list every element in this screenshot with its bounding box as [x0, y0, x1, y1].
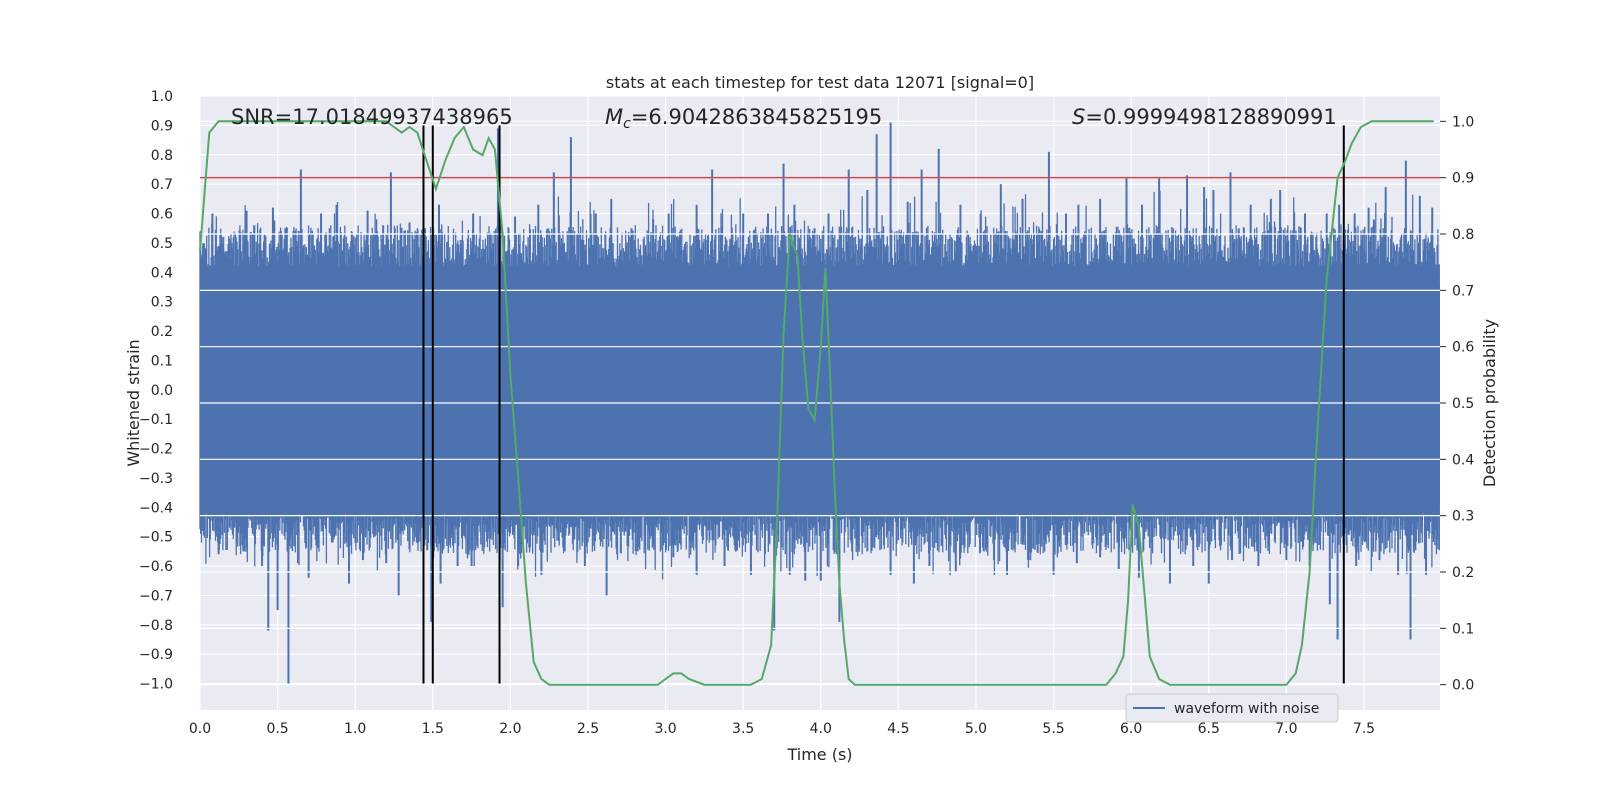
- x-tick-label: 7.0: [1275, 721, 1297, 737]
- x-tick-label: 5.5: [1042, 721, 1064, 737]
- x-tick-label: 3.0: [654, 721, 676, 737]
- y-right-tick-label: 0.2: [1452, 565, 1474, 581]
- y-tick-label: −0.6: [139, 559, 173, 575]
- x-tick-label: 6.5: [1198, 721, 1220, 737]
- chirp-mass-annotation: Mc=6.9042863845825195: [605, 105, 882, 132]
- y-tick-label: 1.0: [151, 89, 173, 105]
- waveform-noise: [199, 190, 1440, 580]
- y-tick-label: 0.3: [151, 295, 173, 311]
- y-right-tick-label: 1.0: [1452, 114, 1474, 130]
- y-right-tick-label: 0.4: [1452, 452, 1474, 468]
- legend-label: waveform with noise: [1174, 701, 1319, 717]
- significance-symbol: S: [1072, 105, 1085, 129]
- legend: waveform with noise: [1125, 693, 1339, 723]
- y-tick-label: 0.6: [151, 207, 173, 223]
- y-right-tick-label: 0.0: [1452, 678, 1474, 694]
- y-tick-label: −0.5: [139, 530, 173, 546]
- y-tick-label: −0.4: [139, 500, 173, 516]
- y-right-tick-label: 0.6: [1452, 340, 1474, 356]
- y-tick-label: −0.8: [139, 618, 173, 634]
- y-tick-label: 0.1: [151, 353, 173, 369]
- y-tick-label: −0.2: [139, 442, 173, 458]
- right-axis-grid: [200, 120, 1440, 686]
- x-tick-label: 6.0: [1120, 721, 1142, 737]
- y-right-tick-label: 0.3: [1452, 509, 1474, 525]
- x-tick-label: 1.0: [344, 721, 366, 737]
- marker-lines: [422, 125, 1345, 684]
- y-right-tick-label: 0.8: [1452, 227, 1474, 243]
- detection-series: [199, 120, 1434, 686]
- x-tick-label: 4.0: [810, 721, 832, 737]
- chart-title: stats at each timestep for test data 120…: [606, 73, 1034, 92]
- significance-annotation: S=0.9999498128890991: [1072, 105, 1337, 129]
- chirp-mass-value: =6.9042863845825195: [631, 105, 882, 129]
- y-tick-label: −0.1: [139, 412, 173, 428]
- snr-annotation: SNR=17.01849937438965: [231, 105, 513, 129]
- y-right-tick-label: 0.1: [1452, 621, 1474, 637]
- y-axis-label: Whitened strain: [124, 339, 143, 466]
- y-tick-label: 0.0: [151, 383, 173, 399]
- legend-box: [1125, 693, 1339, 723]
- axes: 0.0 0.5 1.0 1.5 2.0 2.5 3.0 3.5 4.0 4.5 5.0 5.5 6.0 6…: [139, 89, 1474, 737]
- waveform-series: [199, 122, 1440, 684]
- y-right-axis-label: Detection probability: [1480, 319, 1499, 487]
- x-axis-label: Time (s): [786, 745, 852, 764]
- y-tick-label: 0.2: [151, 324, 173, 340]
- y-tick-label: −0.9: [139, 647, 173, 663]
- y-tick-label: 0.8: [151, 148, 173, 164]
- y-right-tick-label: 0.7: [1452, 283, 1474, 299]
- y-tick-label: −1.0: [139, 677, 173, 693]
- x-tick-label: 1.5: [422, 721, 444, 737]
- y-right-tick-label: 0.9: [1452, 171, 1474, 187]
- significance-value: =0.9999498128890991: [1085, 105, 1336, 129]
- detection-line: [199, 120, 1434, 686]
- y-tick-label: 0.5: [151, 236, 173, 252]
- chirp-mass-subscript: c: [623, 116, 631, 132]
- x-tick-label: 7.5: [1353, 721, 1375, 737]
- x-tick-label: 2.0: [499, 721, 521, 737]
- y-right-tick-label: 0.5: [1452, 396, 1474, 412]
- chirp-mass-symbol: M: [605, 105, 623, 129]
- x-tick-label: 0.5: [266, 721, 288, 737]
- x-tick-label: 0.0: [189, 721, 211, 737]
- y-tick-label: 0.7: [151, 177, 173, 193]
- x-tick-label: 4.5: [887, 721, 909, 737]
- y-tick-label: −0.3: [139, 471, 173, 487]
- y-tick-label: 0.9: [151, 118, 173, 134]
- y-tick-label: −0.7: [139, 588, 173, 604]
- x-tick-label: 5.0: [965, 721, 987, 737]
- x-tick-label: 3.5: [732, 721, 754, 737]
- y-tick-label: 0.4: [151, 265, 173, 281]
- x-tick-label: 2.5: [577, 721, 599, 737]
